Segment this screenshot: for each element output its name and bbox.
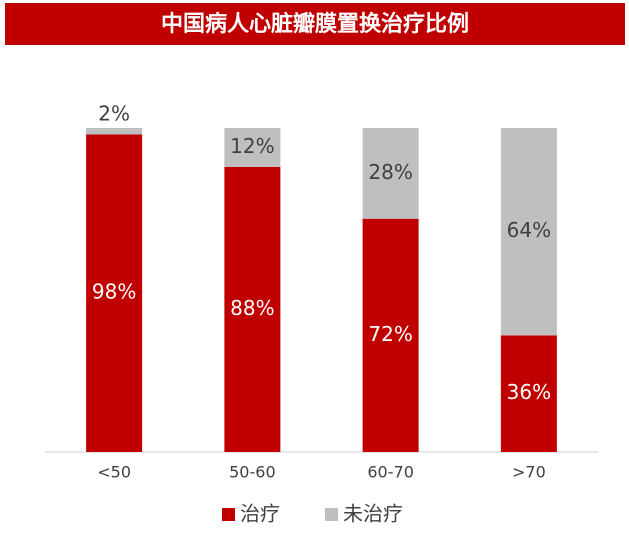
value-label: 72% [368,322,412,346]
value-label: 2% [98,102,130,126]
x-tick-label: >70 [512,463,546,482]
value-label: 98% [92,280,136,304]
bar-segment [500,335,557,452]
legend-swatch [222,508,235,521]
bar-segment [224,166,281,452]
value-label: 88% [230,296,274,320]
value-label: 28% [368,160,412,184]
x-tick-label: 50-60 [229,463,276,482]
bar-segment [362,128,419,219]
bar-segment [500,128,557,336]
value-label: 36% [507,380,551,404]
legend-label: 治疗 [240,502,280,526]
x-tick-label: <50 [97,463,131,482]
x-tick-label: 60-70 [367,463,414,482]
bar-segment [362,218,419,452]
value-label: 64% [507,218,551,242]
value-label: 12% [230,134,274,158]
bar-segment [86,134,143,453]
legend-swatch [325,508,338,521]
title-banner [5,3,625,45]
legend-label: 未治疗 [343,502,403,526]
bar-segment [86,128,143,135]
bar-segment [224,128,281,167]
chart-title: 中国病人心脏瓣膜置换治疗比例 [161,11,469,37]
